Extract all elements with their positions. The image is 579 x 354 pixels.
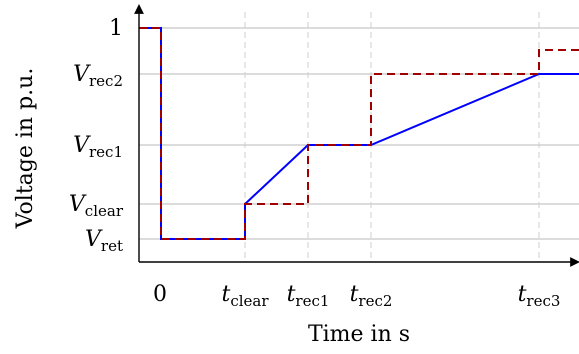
grid-lines xyxy=(139,12,579,262)
axes xyxy=(134,4,579,267)
x-tick-label-trec2: trec2 xyxy=(350,282,393,310)
series-line-2-dashed xyxy=(139,27,579,240)
x-tick-label-trec1: trec1 xyxy=(287,282,330,310)
x-axis-label: Time in s xyxy=(308,322,410,347)
y-tick-label-vret: Vret xyxy=(85,227,123,255)
y-tick-label-one: 1 xyxy=(109,16,123,41)
x-tick-label-tclear: tclear xyxy=(221,282,269,310)
x-tick-label-zero: 0 xyxy=(153,282,167,307)
x-tick-label-trec3: trec3 xyxy=(518,282,561,310)
y-tick-label-vclear: Vclear xyxy=(69,192,124,220)
series-line-1-solid xyxy=(139,27,579,240)
y-tick-label-vrec2: Vrec2 xyxy=(73,62,123,90)
series-lines xyxy=(139,27,579,240)
tick-labels: Vret Vclear Vrec1 Vrec2 1 0 tclear trec1 trec2 tr… xyxy=(69,16,561,310)
y-tick-label-vrec1: Vrec1 xyxy=(73,133,123,161)
y-axis-label: Voltage in p.u. xyxy=(13,68,38,230)
